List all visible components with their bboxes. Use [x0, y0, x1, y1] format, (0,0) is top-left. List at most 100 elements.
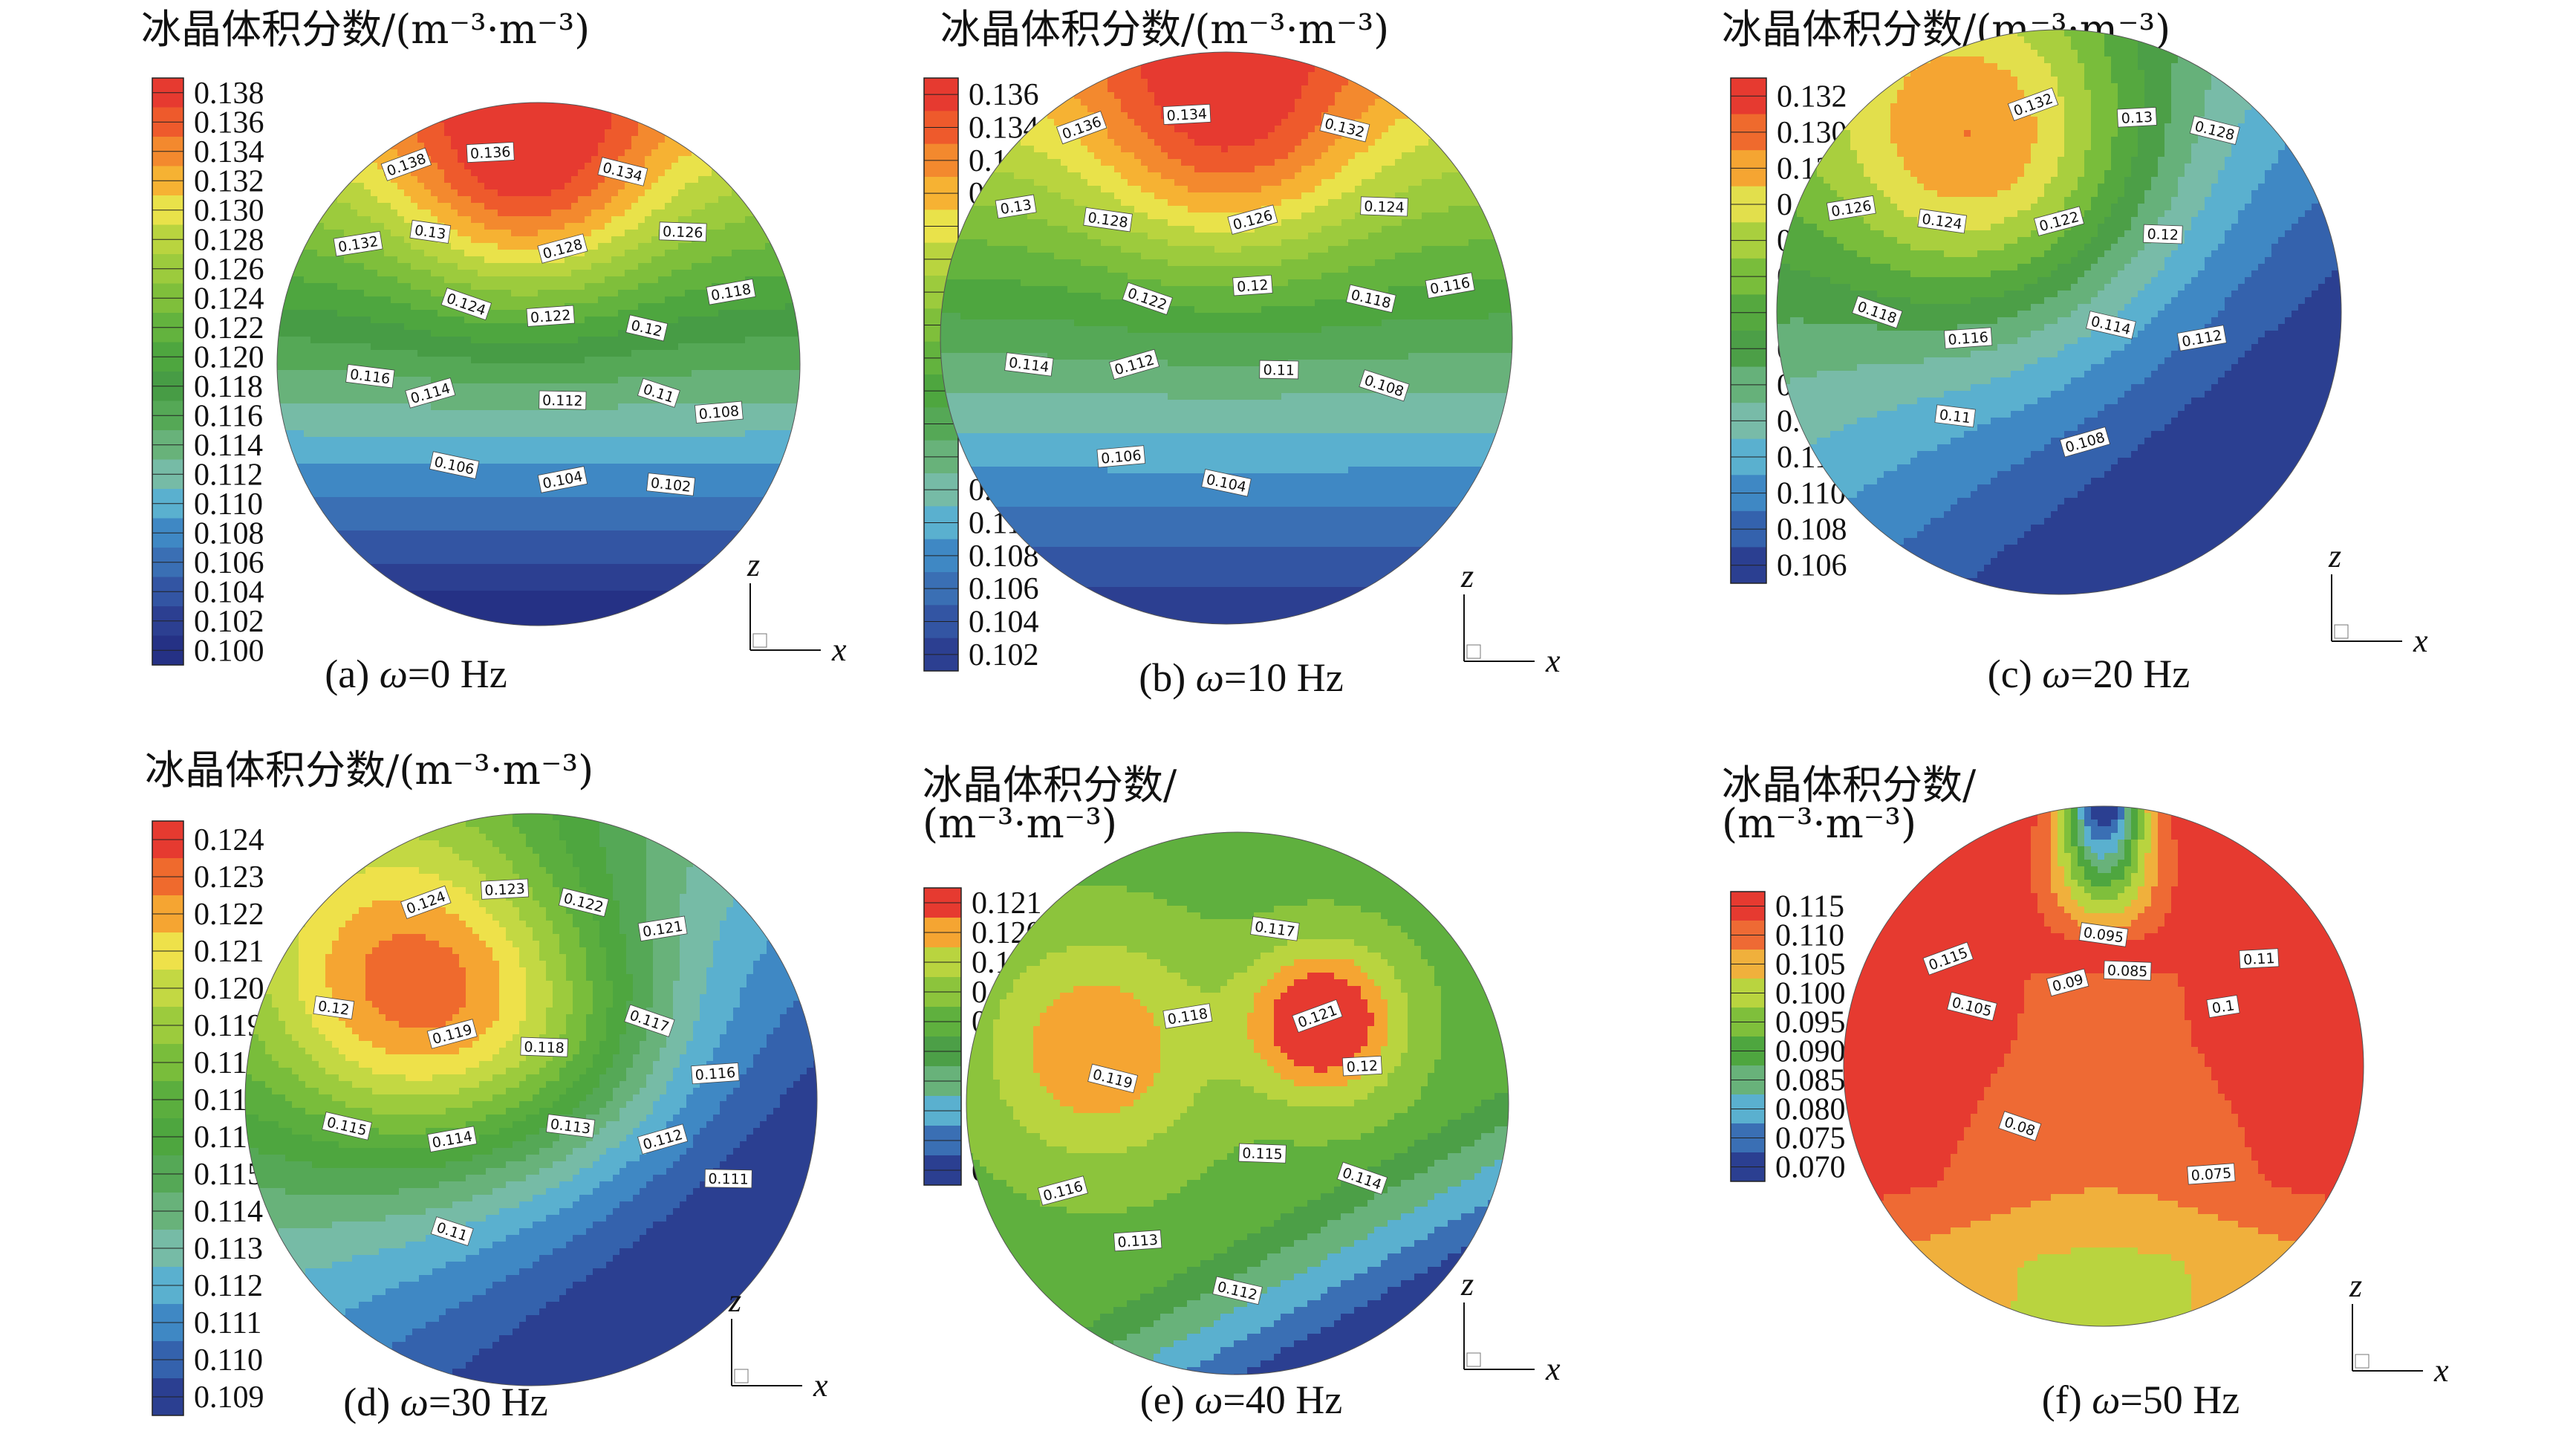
field-cell	[471, 176, 478, 184]
field-cell	[598, 203, 605, 210]
field-cell	[451, 577, 458, 585]
field-cell	[538, 129, 545, 137]
field-cell	[290, 270, 298, 277]
field-cell	[511, 363, 518, 371]
field-cell	[357, 189, 365, 197]
field-cell	[611, 323, 619, 331]
field-cell	[518, 504, 525, 511]
field-cell	[544, 183, 552, 190]
field-cell	[458, 323, 465, 331]
field-cell	[371, 524, 378, 531]
field-cell	[618, 350, 625, 357]
field-cell	[611, 571, 619, 578]
field-cell	[337, 337, 345, 344]
field-cell	[785, 410, 793, 418]
field-cell	[464, 343, 472, 351]
field-cell	[705, 424, 712, 431]
legend-tick-label: 0.132	[194, 164, 264, 198]
field-cell	[391, 256, 398, 264]
field-cell	[391, 490, 398, 498]
field-cell	[531, 390, 539, 398]
field-cell	[411, 189, 418, 197]
field-cell	[297, 343, 305, 351]
field-cell	[685, 330, 692, 337]
field-cell	[371, 156, 378, 163]
field-cell	[671, 517, 679, 525]
field-cell	[317, 370, 325, 377]
field-cell	[444, 517, 452, 525]
field-cell	[397, 551, 405, 558]
field-cell	[671, 196, 679, 204]
field-cell	[738, 484, 746, 491]
field-cell	[431, 317, 438, 324]
field-cell	[725, 490, 732, 498]
field-cell	[304, 390, 311, 398]
field-cell	[498, 551, 505, 558]
field-cell	[531, 283, 539, 291]
field-cell	[551, 270, 559, 277]
field-cell	[417, 370, 425, 377]
field-cell	[651, 169, 659, 177]
field-cell	[524, 156, 532, 163]
field-cell	[337, 323, 345, 331]
field-cell	[692, 497, 699, 505]
field-cell	[357, 276, 365, 284]
field-cell	[685, 270, 692, 277]
field-cell	[565, 571, 572, 578]
field-cell	[424, 464, 432, 471]
field-cell	[451, 403, 458, 411]
field-cell	[518, 537, 525, 545]
field-cell	[745, 370, 752, 377]
field-cell	[411, 203, 418, 210]
field-cell	[752, 484, 759, 491]
field-cell	[317, 310, 325, 317]
field-cell	[738, 189, 746, 197]
field-cell	[578, 250, 585, 257]
field-cell	[605, 330, 612, 337]
field-cell	[310, 383, 318, 391]
field-cell	[685, 571, 692, 578]
field-cell	[331, 397, 338, 404]
field-cell	[404, 357, 412, 364]
field-cell	[377, 337, 385, 344]
field-cell	[471, 383, 478, 391]
field-cell	[638, 149, 645, 157]
field-cell	[565, 230, 572, 237]
field-cell	[524, 564, 532, 571]
field-cell	[625, 256, 632, 264]
field-cell	[351, 317, 358, 324]
field-cell	[712, 397, 719, 404]
field-cell	[645, 464, 652, 471]
field-cell	[692, 437, 699, 444]
field-cell	[417, 169, 425, 177]
field-cell	[531, 243, 539, 250]
field-cell	[524, 383, 532, 391]
field-cell	[478, 410, 485, 418]
field-cell	[384, 490, 391, 498]
field-cell	[591, 163, 599, 170]
field-cell	[484, 517, 492, 525]
field-cell	[772, 484, 779, 491]
field-cell	[284, 350, 291, 357]
field-cell	[538, 263, 545, 270]
field-cell	[524, 176, 532, 184]
field-cell	[364, 189, 371, 197]
field-cell	[484, 577, 492, 585]
field-cell	[324, 490, 331, 498]
field-cell	[752, 350, 759, 357]
field-cell	[565, 363, 572, 371]
field-cell	[758, 256, 766, 264]
field-cell	[424, 189, 432, 197]
field-cell	[738, 390, 746, 398]
field-cell	[692, 544, 699, 551]
field-cell	[438, 584, 445, 591]
field-cell	[484, 444, 492, 451]
field-cell	[484, 597, 492, 605]
field-cell	[671, 330, 679, 337]
field-cell	[438, 323, 445, 331]
field-cell	[518, 196, 525, 204]
field-cell	[531, 350, 539, 357]
field-cell	[778, 330, 786, 337]
field-cell	[705, 470, 712, 478]
field-cell	[765, 383, 773, 391]
